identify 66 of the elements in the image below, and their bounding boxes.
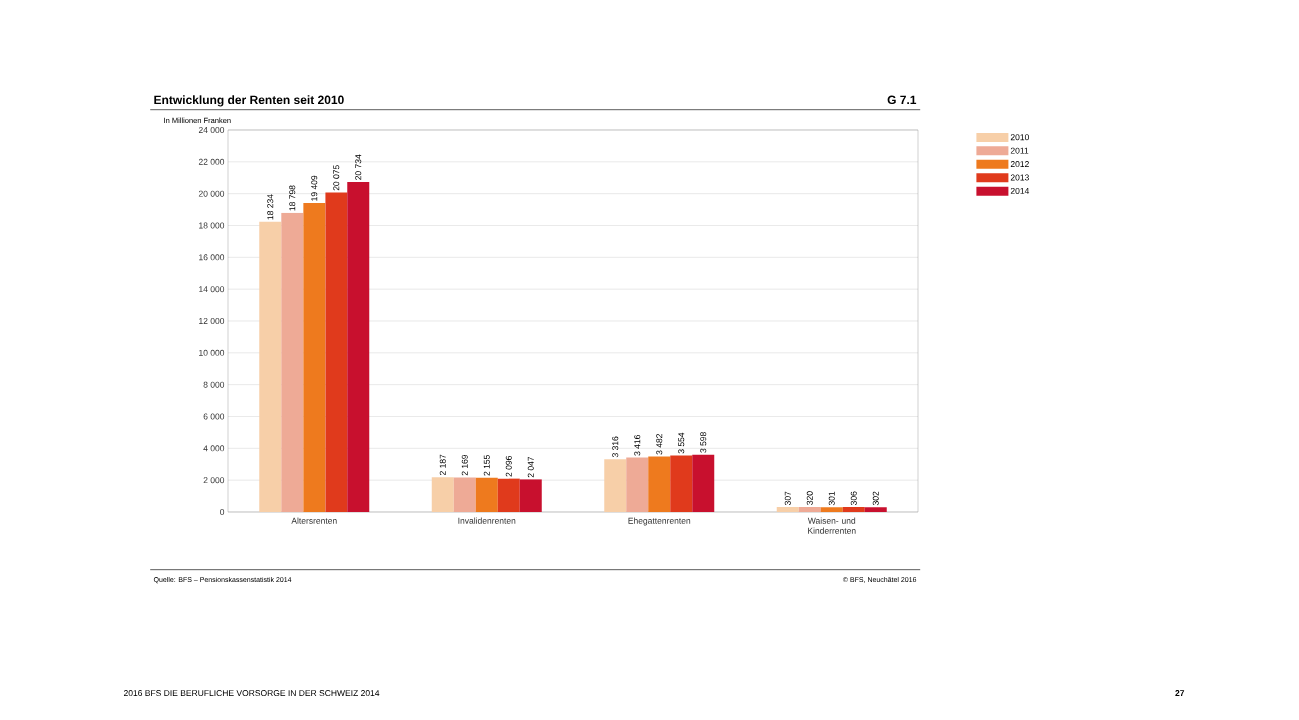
chart-title: Entwicklung der Renten seit 2010	[154, 95, 344, 107]
bar	[325, 192, 348, 512]
y-tick-label: 24 000	[198, 126, 225, 133]
legend-label: 2011	[1010, 147, 1029, 154]
data-label: 19 409	[311, 175, 318, 201]
x-tick-label: Altersrenten	[291, 517, 337, 524]
data-label: 20 075	[333, 165, 340, 191]
data-label: 2 096	[505, 456, 512, 477]
data-label: 302	[872, 491, 879, 506]
legend-label: 2010	[1010, 134, 1029, 141]
legend-label: 2014	[1010, 187, 1030, 194]
bar	[798, 506, 821, 512]
y-tick-label: 16 000	[199, 254, 225, 261]
data-label: 3 598	[700, 432, 707, 453]
bar	[431, 477, 454, 512]
legend-label: 2012	[1010, 161, 1029, 168]
y-tick-label: 8 000	[203, 381, 225, 388]
bar	[497, 478, 520, 512]
bar	[626, 457, 649, 512]
data-label: 3 416	[634, 435, 641, 456]
bar	[842, 507, 865, 512]
legend-label: 2013	[1010, 174, 1029, 181]
bar	[519, 479, 542, 512]
x-tick-label: Invalidenrenten	[458, 517, 516, 524]
bar	[303, 203, 326, 512]
data-label: 301	[828, 491, 835, 506]
y-tick-label: 22 000	[198, 158, 225, 165]
bar	[692, 454, 715, 512]
data-label: 3 316	[612, 436, 619, 458]
y-tick-label: 6 000	[203, 413, 225, 420]
y-tick-label: 10 000	[199, 349, 225, 356]
y-tick-label: 4 000	[203, 445, 225, 452]
y-tick-label: 14 000	[199, 286, 225, 293]
x-tick-label: Waisen- und Kinderrenten	[807, 517, 856, 534]
data-label: 306	[850, 491, 857, 506]
data-label: 3 482	[656, 434, 663, 455]
data-label: 3 554	[678, 432, 685, 454]
text: 2016 BFS DIE BERUFLICHE VORSORGE IN DER SCHWEIZ 2014	[123, 690, 380, 697]
bar	[820, 507, 843, 512]
y-tick-label: 20 000	[198, 190, 225, 197]
data-label: 20 734	[355, 154, 362, 180]
bar	[864, 507, 887, 512]
bar	[281, 212, 304, 512]
data-label: 2 169	[461, 454, 468, 476]
y-tick-label: 0	[220, 508, 225, 515]
bar	[453, 477, 476, 512]
bar	[347, 181, 370, 512]
data-label: 18 798	[289, 185, 296, 211]
bar	[670, 455, 693, 512]
y-tick-label: 18 000	[199, 222, 225, 229]
y-tick-label: 2 000	[203, 477, 225, 484]
y-tick-label: 12 000	[199, 317, 225, 324]
data-label: 307	[784, 491, 791, 506]
bar	[776, 507, 799, 512]
text: 27	[1175, 690, 1185, 696]
x-tick-label: Ehegattenrenten	[628, 517, 691, 526]
data-label: 320	[806, 491, 813, 505]
bar	[648, 456, 671, 512]
data-label: 2 155	[483, 455, 490, 476]
bar	[259, 221, 282, 512]
data-label: 2 187	[439, 454, 446, 476]
bar	[475, 477, 498, 512]
data-label: 18 234	[267, 194, 274, 220]
data-label: 2 047	[527, 456, 534, 478]
bar	[604, 459, 627, 512]
text: G 7.1	[887, 95, 917, 105]
